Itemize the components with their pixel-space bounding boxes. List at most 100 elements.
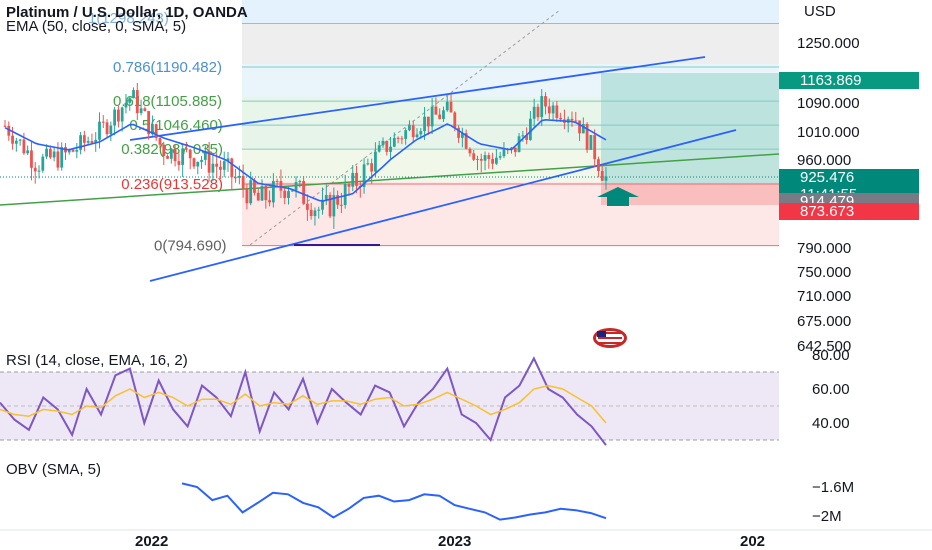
candle: [200, 156, 203, 169]
candle: [377, 140, 381, 153]
candle: [162, 141, 166, 166]
candle: [487, 152, 491, 169]
channel-lower: [149, 129, 737, 282]
obv-axis: −1.6M −2M: [812, 479, 854, 525]
candle: [177, 153, 181, 171]
obv-title: OBV (SMA, 5): [6, 461, 101, 478]
candle: [207, 141, 211, 182]
candle: [392, 132, 396, 148]
candle: [11, 126, 14, 150]
candle: [426, 116, 430, 135]
candle: [275, 178, 279, 186]
indicator-label: EMA (50, close, 0, SMA, 5): [6, 18, 186, 35]
candle: [521, 130, 525, 142]
candle: [143, 106, 147, 112]
candle: [215, 153, 219, 179]
candle: [268, 190, 271, 207]
candle: [256, 188, 260, 201]
candle: [570, 111, 574, 127]
candle: [547, 98, 551, 120]
candle: [52, 147, 56, 162]
candle: [460, 127, 464, 148]
candle: [283, 188, 287, 205]
candle: [116, 105, 120, 128]
fib-zone-0786: [242, 24, 779, 64]
candle: [196, 161, 200, 175]
candle: [128, 96, 132, 111]
candle: [396, 136, 400, 144]
price-tick-5: 750.000: [797, 264, 851, 281]
candle: [449, 94, 453, 113]
candle: [56, 142, 60, 171]
candle: [30, 140, 33, 181]
fib-zone-1: [242, 0, 779, 24]
rsi-tick-0: 80.00: [812, 347, 850, 364]
price-tag-target: 1163.869: [779, 72, 919, 89]
candle: [381, 137, 385, 148]
green-trendline: [0, 153, 780, 206]
candle: [154, 123, 158, 141]
candle: [222, 151, 226, 177]
candle: [445, 95, 449, 112]
candle: [245, 183, 249, 210]
candle: [324, 184, 328, 206]
candle: [135, 82, 139, 121]
fib-label-2: 0.618(1105.885): [113, 93, 222, 110]
candle: [593, 129, 597, 167]
candle: [18, 138, 22, 146]
candle: [124, 94, 128, 114]
fib-label-3: 0.5(1046.460): [129, 117, 222, 134]
candle: [551, 101, 555, 120]
price-tick-3: 960.000: [797, 152, 851, 169]
candle: [336, 190, 340, 209]
candle: [64, 143, 67, 161]
candle: [540, 89, 544, 126]
candle: [464, 129, 468, 150]
candle: [408, 120, 411, 132]
price-axis[interactable]: USD 1250.000 1090.000 1010.000 960.000 790.0…: [797, 3, 860, 355]
candle: [166, 154, 169, 159]
candle: [120, 106, 124, 132]
rsi-tick-1: 60.00: [812, 381, 850, 398]
candle: [370, 158, 374, 184]
candle: [442, 106, 445, 122]
candle: [457, 125, 460, 143]
svg-text:873.673: 873.673: [800, 203, 854, 220]
candle: [498, 151, 502, 160]
candle: [604, 167, 608, 190]
candle: [597, 156, 600, 178]
svg-text:925.476: 925.476: [800, 169, 854, 186]
time-axis[interactable]: 2022 2023 202: [135, 533, 765, 550]
candle: [430, 98, 434, 135]
time-tick-0: 2022: [135, 533, 168, 550]
candle: [271, 173, 275, 208]
price-tick-8: 642.500: [797, 338, 851, 355]
candle: [309, 202, 313, 220]
candle: [3, 120, 7, 128]
candle: [132, 87, 135, 99]
candle: [389, 136, 392, 161]
candle: [502, 142, 506, 159]
candle: [234, 168, 237, 183]
candle: [82, 130, 86, 152]
price-tick-4: 790.000: [797, 240, 851, 257]
candle: [14, 137, 18, 152]
candle: [98, 112, 101, 149]
obv-tick-0: −1.6M: [812, 479, 854, 496]
rsi-title: RSI (14, close, EMA, 16, 2): [6, 352, 188, 369]
channel-upper: [129, 56, 706, 141]
candle: [45, 144, 48, 159]
candle: [362, 158, 366, 194]
candle: [328, 192, 332, 219]
fib-label-0: 1(1298.243): [88, 10, 169, 27]
candle: [400, 135, 404, 145]
candle: [264, 183, 268, 209]
candle: [438, 108, 442, 120]
rsi-band: [0, 372, 779, 440]
candle: [139, 99, 143, 116]
candle: [476, 155, 479, 171]
candle: [113, 106, 117, 136]
candle: [305, 194, 309, 221]
us-flag-icon[interactable]: [593, 328, 627, 348]
